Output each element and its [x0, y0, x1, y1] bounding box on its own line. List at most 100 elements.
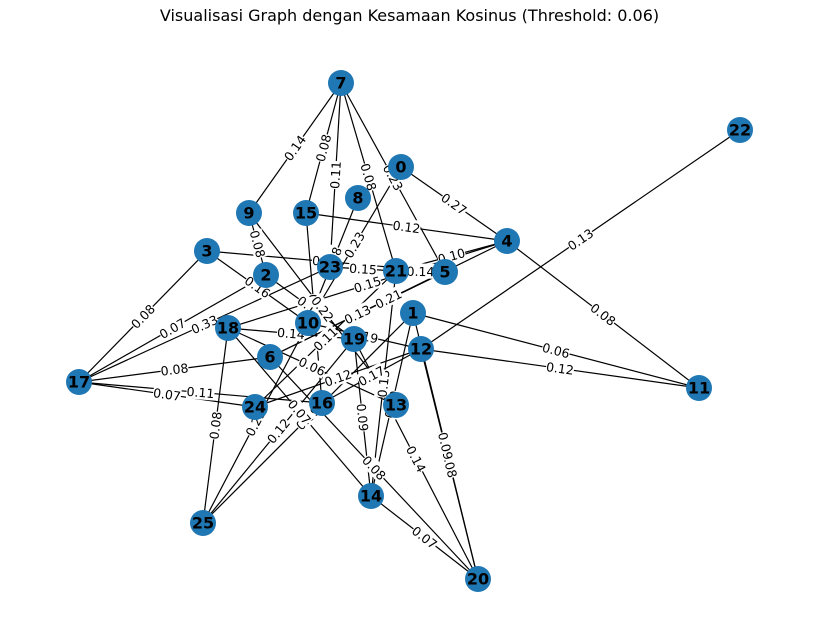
edge-weight-label: 0.09 — [354, 402, 372, 433]
edge-label-background — [372, 285, 405, 312]
edge-weight-label: 0.14 — [280, 131, 309, 164]
node-label: 24 — [244, 398, 266, 417]
edge-weight-text: 0.08 — [313, 133, 335, 164]
edge-weight-label: 0.08 — [159, 359, 190, 379]
edge-weight-text: 0.12 — [392, 218, 422, 237]
chart-title: Visualisasi Graph dengan Kesamaan Kosinu… — [159, 6, 660, 25]
node-label: 2 — [260, 266, 271, 285]
node-circle — [236, 200, 262, 226]
node-circle — [432, 259, 458, 285]
node-circle — [358, 483, 384, 509]
node-label: 25 — [192, 514, 214, 533]
node-11: 11 — [686, 375, 712, 401]
edge-label-background — [127, 300, 158, 332]
node-0: 0 — [388, 154, 414, 180]
node-circle — [727, 117, 753, 143]
node-label: 4 — [501, 232, 512, 251]
node-13: 13 — [383, 392, 409, 418]
node-label: 19 — [343, 330, 365, 349]
edge-weight-text: 0.09 — [354, 403, 372, 432]
edge-label-background — [406, 263, 435, 279]
edge-label-background — [391, 217, 422, 236]
edge-weight-text: 0.07 — [157, 315, 189, 342]
edge-weight-text: 0.12 — [264, 415, 293, 446]
edge-weight-label: 0.14 — [406, 263, 435, 279]
node-circle — [190, 510, 216, 536]
node-6: 6 — [257, 344, 283, 370]
edge-label-background — [159, 359, 190, 379]
edge-label-background — [435, 430, 457, 462]
node-circle — [253, 262, 279, 288]
edge-label-background — [285, 396, 315, 428]
node-21: 21 — [383, 258, 409, 284]
node-circle — [686, 375, 712, 401]
edge-weight-text: 0.11 — [186, 384, 215, 401]
edge-weight-text: 0.08 — [206, 411, 224, 441]
node-label: 21 — [385, 262, 407, 281]
node-circle — [293, 200, 319, 226]
edge-weight-label: 0.13 — [341, 301, 373, 327]
edge-weight-text: 0.07 — [409, 523, 440, 552]
edge-label-background — [359, 452, 390, 484]
node-label: 9 — [243, 204, 254, 223]
edge-label-background — [348, 260, 378, 277]
edge-weight-text: 0.11 — [327, 161, 344, 190]
node-7: 7 — [328, 70, 354, 96]
edge-weight-text: 0.27 — [438, 190, 469, 218]
node-label: 14 — [360, 487, 382, 506]
edge-weight-label: 0.11 — [326, 160, 344, 190]
node-label: 16 — [311, 394, 333, 413]
edge-weight-label: 0.07 — [152, 384, 182, 404]
node-15: 15 — [293, 200, 319, 226]
node-3: 3 — [194, 238, 220, 264]
node-circle — [383, 392, 409, 418]
edge-label-background — [357, 161, 381, 193]
edge-label-background — [247, 228, 269, 260]
edge-weight-text: 0.13 — [342, 302, 374, 328]
node-4: 4 — [494, 228, 520, 254]
edge-weight-label: 0.12 — [391, 217, 422, 237]
node-label: 18 — [217, 319, 239, 338]
edge-weight-text: 0.07 — [152, 385, 182, 404]
edge-label-background — [354, 402, 372, 433]
edge-label-background — [564, 224, 597, 254]
edge-label-background — [341, 301, 374, 327]
node-label: 20 — [467, 570, 489, 589]
node-circle — [345, 185, 371, 211]
node-circle — [328, 70, 354, 96]
edge-weight-text: 0.09 — [435, 431, 456, 462]
node-14: 14 — [358, 483, 384, 509]
node-label: 22 — [729, 121, 751, 140]
edge-label-background — [312, 132, 334, 164]
edge-label-background — [188, 311, 221, 337]
node-circle — [383, 258, 409, 284]
node-24: 24 — [242, 394, 268, 420]
edge-label-background — [438, 189, 471, 218]
edge-weight-label: 0.12 — [263, 415, 293, 447]
edge-weight-label: 0.15 — [348, 260, 378, 278]
node-circle — [215, 315, 241, 341]
edge-label-background — [340, 228, 368, 261]
edge-weight-label: 0.06 — [296, 353, 329, 379]
edge-label-background — [156, 314, 189, 342]
edge-label-background — [296, 353, 329, 379]
node-circle — [242, 394, 268, 420]
edge-weight-text: 0.23 — [341, 229, 368, 261]
edge-weight-label: 0.08 — [205, 410, 225, 441]
node-label: 1 — [407, 304, 418, 323]
edge-weight-label: 0.13 — [564, 224, 597, 254]
edge-label-background — [351, 272, 383, 296]
node-circle — [295, 310, 321, 336]
edge-weight-label: 0.07 — [409, 522, 441, 552]
node-label: 0 — [395, 158, 406, 177]
node-25: 25 — [190, 510, 216, 536]
edge-label-background — [322, 365, 354, 390]
node-circle — [494, 228, 520, 254]
node-label: 10 — [297, 314, 319, 333]
node-label: 23 — [319, 258, 341, 277]
edge-weight-text: 0.15 — [349, 261, 378, 278]
edge-label-background — [308, 293, 338, 325]
edge-label-background — [309, 323, 341, 354]
edge-weight-label: 0.07 — [156, 314, 189, 342]
edge-weight-text: 0.13 — [565, 225, 596, 253]
